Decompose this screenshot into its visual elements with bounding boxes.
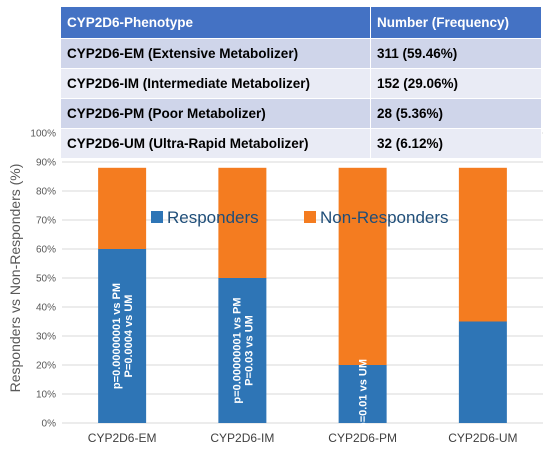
legend-label-non-responders: Non-Responders [320,208,449,227]
table-cell-count: 152 (29.06%) [370,68,542,99]
x-category-label: CYP2D6-PM [328,431,397,445]
x-category-label: CYP2D6-UM [448,431,517,445]
bar-responders-cyp2d6-em [98,249,147,423]
legend-swatch-responders [151,211,163,223]
p-value-annotation: p=0.00000001 vs PM [231,297,243,403]
p-value-annotation: P=0.03 vs UM [243,315,255,386]
legend-label-responders: Responders [167,208,259,227]
y-tick-label: 60% [36,245,56,256]
table-row: CYP2D6-PM (Poor Metabolizer) 28 (5.36%) [60,98,542,129]
table-header-number: Number (Frequency) [370,6,542,39]
y-tick-label: 20% [36,361,56,372]
y-tick-label: 80% [36,187,56,198]
legend: Responders Non-Responders [151,208,449,227]
p-value-annotation: p=0.00000001 vs PM [111,283,123,389]
y-tick-label: 40% [36,303,56,314]
table-cell-count: 311 (59.46%) [370,38,542,69]
p-value-annotations: p=0.00000001 vs PM P=0.0004 vs UM p=0.0000… [111,283,370,429]
bar-responders-cyp2d6-um [458,321,507,423]
y-tick-label: 70% [36,216,56,227]
bar-non-responders-cyp2d6-pm [338,167,387,365]
table-cell-count: 32 (6.12%) [370,128,542,159]
y-tick-label: 100% [30,129,56,140]
p-value-annotation: p=0.01 vs UM [358,359,370,429]
bar-responders-cyp2d6-pm [338,365,387,423]
table-header-phenotype: CYP2D6-Phenotype [60,6,371,39]
phenotype-table: CYP2D6-Phenotype Number (Frequency) CYP2… [60,6,542,159]
y-tick-label: 50% [36,274,56,285]
table-row: CYP2D6-UM (Ultra-Rapid Metabolizer) 32 (… [60,128,542,159]
bar-non-responders-cyp2d6-em [98,167,147,249]
p-value-annotation: P=0.0004 vs UM [123,295,135,378]
table-row: CYP2D6-EM (Extensive Metabolizer) 311 (5… [60,38,542,69]
legend-swatch-non-responders [304,211,316,223]
bar-non-responders-cyp2d6-um [458,167,507,322]
y-tick-label: 10% [36,390,56,401]
y-axis-label: Responders vs Non-Responders (%) [7,164,23,393]
y-tick-label: 30% [36,332,56,343]
x-category-label: CYP2D6-IM [210,431,274,445]
bar-non-responders-cyp2d6-im [218,167,267,278]
y-tick-label: 0% [42,419,57,430]
y-axis-ticks: 0% 10% 20% 30% 40% 50% 60% 70% 80% 90% 100% [30,129,56,430]
table-cell-phenotype: CYP2D6-IM (Intermediate Metabolizer) [60,68,371,99]
bar-responders-cyp2d6-im [218,278,267,423]
y-tick-label: 90% [36,158,56,169]
table-row: CYP2D6-IM (Intermediate Metabolizer) 152… [60,68,542,99]
table-cell-phenotype: CYP2D6-EM (Extensive Metabolizer) [60,38,371,69]
table-header-row: CYP2D6-Phenotype Number (Frequency) [60,6,542,39]
x-axis-categories: CYP2D6-EM CYP2D6-IM CYP2D6-PM CYP2D6-UM [88,431,518,445]
x-category-label: CYP2D6-EM [88,431,157,445]
table-cell-phenotype: CYP2D6-UM (Ultra-Rapid Metabolizer) [60,128,371,159]
table-cell-phenotype: CYP2D6-PM (Poor Metabolizer) [60,98,371,129]
table-cell-count: 28 (5.36%) [370,98,542,129]
bars [98,167,507,423]
